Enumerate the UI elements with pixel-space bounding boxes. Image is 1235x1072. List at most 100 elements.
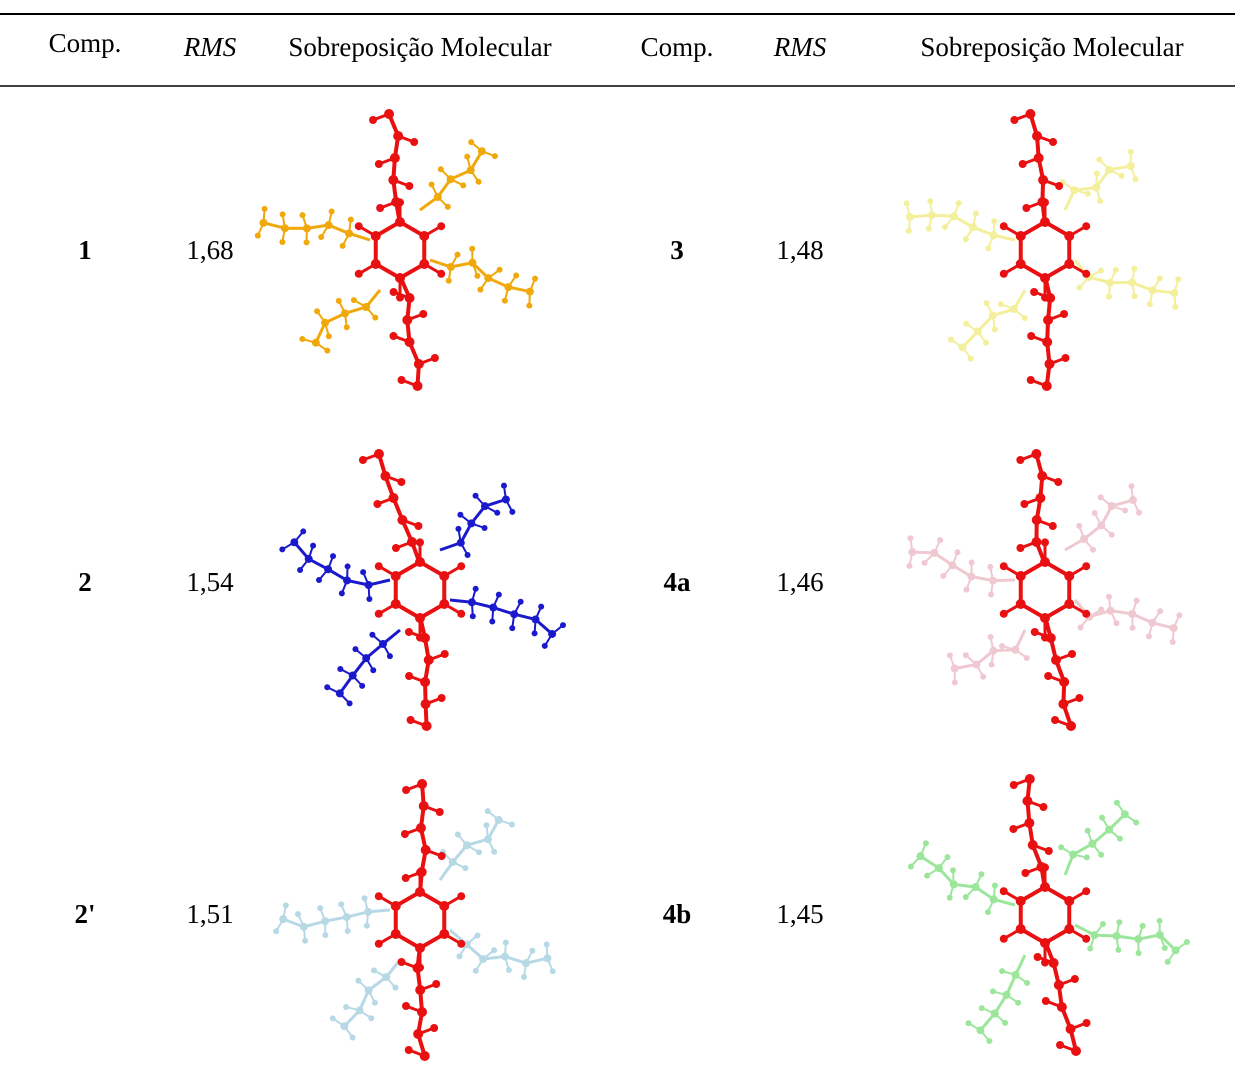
- atom: [509, 822, 515, 828]
- atom: [908, 863, 914, 869]
- atom: [521, 974, 527, 980]
- atom: [968, 356, 974, 362]
- atom: [407, 716, 415, 724]
- atom: [494, 510, 500, 516]
- atom: [1000, 887, 1008, 895]
- atom: [1109, 532, 1115, 538]
- atom: [352, 646, 358, 652]
- atom: [414, 522, 422, 530]
- atom: [1024, 980, 1030, 986]
- atom: [416, 634, 424, 642]
- cell: 1,48: [776, 235, 823, 265]
- atom: [304, 239, 310, 245]
- header-cell: Sobreposição Molecular: [920, 32, 1183, 62]
- atom: [927, 198, 933, 204]
- atom: [322, 932, 328, 938]
- atom: [491, 849, 497, 855]
- atom: [455, 832, 461, 838]
- atom: [279, 546, 285, 552]
- atom: [355, 978, 361, 984]
- atom: [1106, 294, 1112, 300]
- atom: [398, 376, 406, 384]
- atom: [550, 968, 556, 974]
- atom: [1084, 854, 1090, 860]
- atom: [405, 672, 413, 680]
- atom: [987, 564, 993, 570]
- atom: [1019, 160, 1027, 168]
- atom: [1010, 781, 1018, 789]
- atom: [491, 947, 497, 953]
- atom: [359, 456, 367, 464]
- atom: [273, 928, 279, 934]
- atom: [1128, 149, 1134, 155]
- atom: [1082, 222, 1090, 230]
- atom: [1172, 304, 1178, 310]
- atom: [1082, 935, 1090, 943]
- atom: [1022, 204, 1030, 212]
- atom: [956, 200, 962, 206]
- atom: [396, 294, 404, 302]
- atom: [1009, 825, 1017, 833]
- atom: [518, 599, 524, 605]
- atom: [375, 562, 383, 570]
- atom: [464, 154, 470, 160]
- atom: [457, 512, 463, 518]
- atom: [348, 217, 354, 223]
- atom: [1076, 523, 1082, 529]
- atom: [355, 270, 363, 278]
- atom: [468, 139, 474, 145]
- atom: [369, 116, 377, 124]
- atom: [513, 272, 519, 278]
- atom: [484, 822, 490, 828]
- atom: [1131, 266, 1137, 272]
- atom: [526, 303, 532, 309]
- atom: [1054, 478, 1062, 486]
- atom: [1041, 959, 1049, 967]
- atom: [457, 892, 465, 900]
- atom: [1136, 510, 1142, 516]
- atom: [992, 326, 998, 332]
- atom: [402, 874, 410, 882]
- atom: [337, 666, 343, 672]
- atom: [999, 968, 1005, 974]
- atom: [506, 967, 512, 973]
- atom: [560, 622, 566, 628]
- atom: [462, 865, 468, 871]
- atom: [1049, 138, 1057, 146]
- cell: 1,46: [776, 567, 823, 597]
- atom: [355, 222, 363, 230]
- cell: 1,51: [186, 899, 233, 929]
- atom: [1041, 294, 1049, 302]
- atom: [476, 849, 482, 855]
- atom: [476, 179, 482, 185]
- atom: [316, 577, 322, 583]
- atom: [438, 852, 446, 860]
- molecule: [908, 774, 1190, 1056]
- atom: [375, 610, 383, 618]
- atom: [454, 252, 460, 258]
- atom: [1128, 483, 1134, 489]
- atom: [1098, 852, 1104, 858]
- atom: [405, 1046, 413, 1054]
- atom: [1134, 598, 1140, 604]
- atom: [906, 563, 912, 569]
- atom: [445, 204, 451, 210]
- atom: [1097, 198, 1103, 204]
- atom: [906, 228, 912, 234]
- atom: [1094, 171, 1100, 177]
- atom: [368, 1015, 374, 1021]
- atom: [1100, 921, 1106, 927]
- atom: [489, 618, 495, 624]
- atom: [376, 204, 384, 212]
- atom: [998, 301, 1004, 307]
- atom: [474, 273, 480, 279]
- atom: [392, 985, 398, 991]
- atom: [457, 940, 465, 948]
- atom: [492, 153, 498, 159]
- atom: [280, 211, 286, 217]
- atom: [362, 895, 368, 901]
- atom: [1000, 562, 1008, 570]
- atom: [1020, 500, 1028, 508]
- atom: [1022, 315, 1028, 321]
- atom: [370, 667, 376, 673]
